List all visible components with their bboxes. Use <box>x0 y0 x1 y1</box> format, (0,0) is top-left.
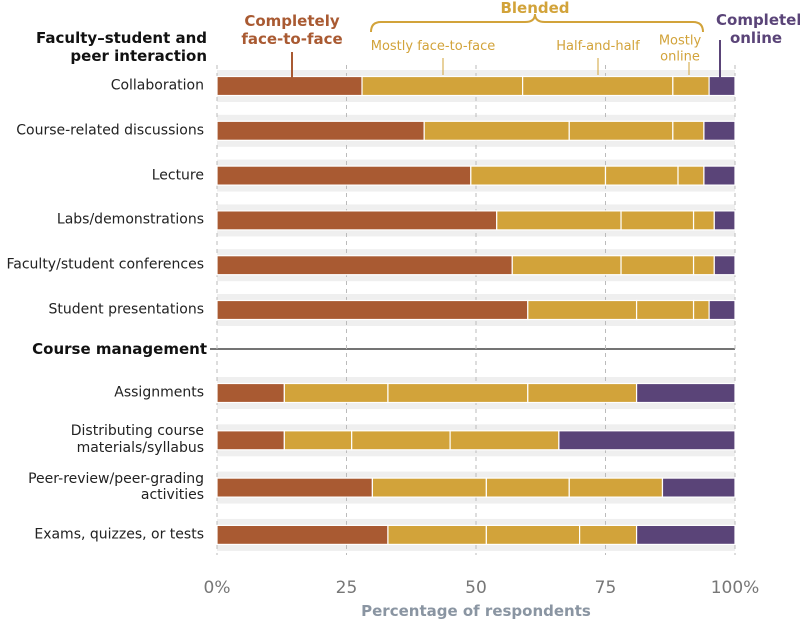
bar-segment <box>485 524 581 546</box>
x-tick-label: 25 <box>335 577 358 598</box>
bar-segment <box>703 165 736 186</box>
bar-segment <box>568 120 674 141</box>
bar-segment <box>485 477 570 498</box>
bar-segment <box>527 299 638 321</box>
bar-segment <box>708 75 736 97</box>
legend-label: Mostly online <box>658 33 702 64</box>
bar-segment <box>661 477 736 498</box>
bar-segment <box>216 430 285 451</box>
bar-segment <box>635 299 695 321</box>
section-title: Course management <box>32 340 207 358</box>
bar-segment <box>713 255 736 276</box>
x-axis-label: Percentage of respondents <box>361 602 591 620</box>
bar-segment <box>216 75 363 97</box>
legend-label: Completely face-to-face <box>241 12 343 48</box>
category-label: Labs/demonstrations <box>56 211 204 228</box>
legend-label: Mostly face-to-face <box>370 39 496 55</box>
legend-label: Half-and-half <box>556 39 640 55</box>
category-label: Peer-review/peer-grading activities <box>28 470 204 504</box>
bar-segment <box>216 255 513 276</box>
bar-segment <box>216 477 373 498</box>
bar-segment <box>558 430 736 451</box>
category-label: Faculty/student conferences <box>6 256 204 273</box>
bar-segment <box>387 382 529 404</box>
category-label: Distributing course materials/syllabus <box>70 423 204 457</box>
section-title: Faculty–student and peer interaction <box>36 29 207 65</box>
bar-segment <box>635 382 736 404</box>
category-label: Exams, quizzes, or tests <box>34 526 204 543</box>
bar-segment <box>708 299 736 321</box>
bar-segment <box>283 430 353 451</box>
bar-segment <box>692 299 710 321</box>
bar-segment <box>672 120 705 141</box>
bar-segment <box>449 430 560 451</box>
bar-segment <box>283 382 389 404</box>
x-tick-label: 75 <box>594 577 617 598</box>
category-label: Collaboration <box>110 77 204 94</box>
bar-segment <box>371 477 487 498</box>
bar-segment <box>672 75 710 97</box>
bar-segment <box>703 120 736 141</box>
bar-segment <box>692 210 715 231</box>
category-label: Lecture <box>151 167 204 184</box>
bar-segment <box>522 75 674 97</box>
bar-segment <box>423 120 570 141</box>
bar-segment <box>361 75 524 97</box>
bar-segment <box>620 255 695 276</box>
x-tick-label: 100% <box>710 577 760 598</box>
bar-segment <box>677 165 705 186</box>
bar-segment <box>216 524 389 546</box>
bar-segment <box>511 255 622 276</box>
legend-label: Completely online <box>716 11 800 47</box>
category-label: Assignments <box>114 384 204 401</box>
bar-segment <box>216 165 472 186</box>
x-tick-label: 50 <box>465 577 487 598</box>
bar-segment <box>713 210 736 231</box>
bar-segment <box>387 524 487 546</box>
bar-segment <box>496 210 622 231</box>
bar-segment <box>578 524 638 546</box>
bar-segment <box>216 120 425 141</box>
group-bracket <box>370 13 704 33</box>
bar-segment <box>216 382 285 404</box>
bar-segment <box>604 165 679 186</box>
bar-segment <box>568 477 664 498</box>
category-label: Student presentations <box>48 301 204 318</box>
bar-segment <box>635 524 736 546</box>
bar-segment <box>620 210 695 231</box>
legend-group-label: Blended <box>500 0 570 17</box>
bar-segment <box>527 382 638 404</box>
bar-segment <box>351 430 451 451</box>
x-tick-label: 0% <box>203 577 231 598</box>
bar-segment <box>692 255 715 276</box>
bar-segment <box>470 165 607 186</box>
category-label: Course-related discussions <box>16 122 204 139</box>
bar-segment <box>216 210 498 231</box>
bar-segment <box>216 299 529 321</box>
